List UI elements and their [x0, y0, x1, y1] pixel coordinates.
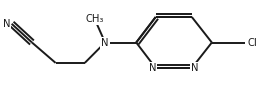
Text: N: N: [101, 37, 109, 48]
Text: N: N: [192, 63, 199, 73]
Text: N: N: [3, 19, 10, 29]
Text: CH₃: CH₃: [85, 14, 104, 24]
Text: Cl: Cl: [247, 37, 257, 48]
Text: N: N: [149, 63, 156, 73]
